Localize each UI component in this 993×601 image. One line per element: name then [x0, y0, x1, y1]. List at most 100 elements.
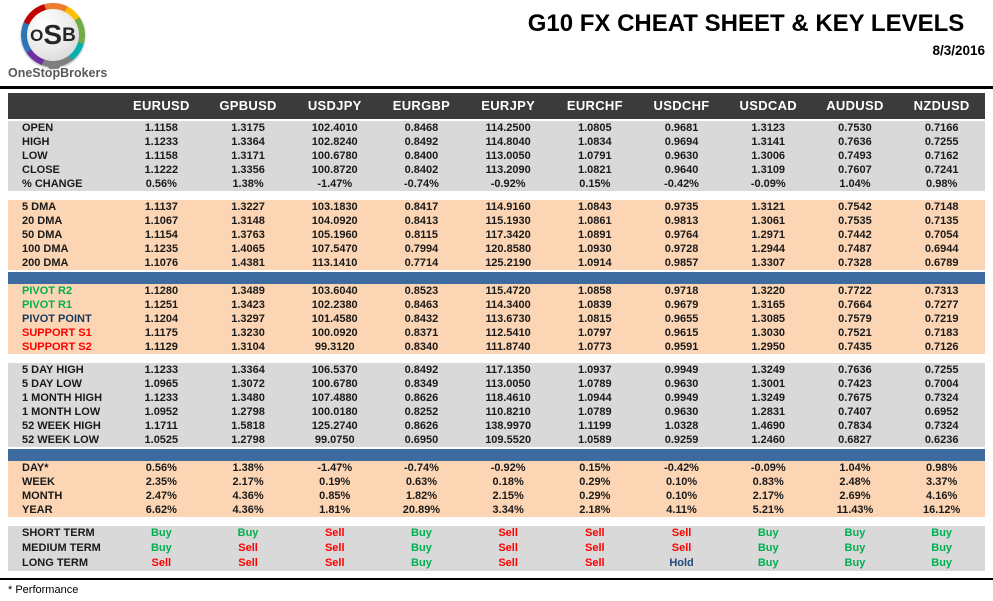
onestopbrokers-logo: O S B OneStopBrokers [8, 2, 158, 86]
value-cell: 0.7183 [924, 327, 959, 339]
value-cell: 1.1154 [144, 229, 178, 241]
value-cell: 1.1158 [144, 150, 178, 162]
value-cell: 0.6952 [924, 406, 959, 418]
value-cell: 2.47% [145, 490, 177, 502]
value-cell: 0.85% [319, 490, 351, 502]
value-cell: 0.8468 [404, 122, 439, 134]
value-cell: 0.7328 [838, 257, 872, 269]
value-cell: 1.0797 [578, 327, 612, 339]
table-row: 50 DMA 1.1154 1.3763 105.1960 0.8115 117.3420… [8, 228, 985, 242]
top-header: O S B OneStopBrokers G10 FX CHEAT SHEET … [0, 0, 993, 86]
section-signals: SHORT TERM Buy Buy Sell Buy Sell Sell Sell Buy Bu… [8, 526, 985, 571]
section-pivots: PIVOT R2 1.1280 1.3489 103.6040 0.8523 115.47… [8, 284, 985, 354]
value-cell: Buy [931, 527, 953, 539]
value-cell: Sell [585, 542, 605, 554]
fx-cheat-sheet-table: EURUSD GPBUSD USDJPY EURGBP EURJPY EURCHF USDC… [8, 93, 985, 571]
value-cell: 0.8463 [404, 299, 439, 311]
value-cell: 1.3249 [751, 364, 786, 376]
value-cell: 0.6827 [838, 434, 872, 446]
logo-letter: O [30, 25, 44, 45]
value-cell: 110.8210 [485, 406, 531, 418]
row-label: 50 DMA [22, 229, 63, 241]
column-header: NZDUSD [913, 98, 970, 113]
value-cell: 2.48% [839, 476, 871, 488]
value-cell: 1.3175 [231, 122, 265, 134]
table-row: 5 DAY LOW 1.0965 1.3072 100.6780 0.8349 113.0… [8, 377, 985, 391]
value-cell: Buy [757, 557, 779, 569]
value-cell: 1.0525 [144, 434, 179, 446]
value-cell: 1.3123 [751, 122, 786, 134]
value-cell: 1.2950 [751, 341, 786, 353]
table-row: % CHANGE 0.56% 1.38% -1.47% -0.74% -0.92% 0.15… [8, 177, 985, 191]
logo-ring-icon: O S B [21, 3, 85, 67]
value-cell: 0.7324 [924, 392, 959, 404]
value-cell: 0.7530 [838, 122, 872, 134]
value-cell: 1.0834 [578, 136, 612, 148]
value-cell: Hold [669, 557, 694, 569]
value-cell: 114.9160 [485, 201, 531, 213]
table-row: 1 MONTH HIGH 1.1233 1.3480 107.4880 0.8626 11… [8, 391, 985, 405]
value-cell: 0.7636 [838, 136, 872, 148]
value-cell: 0.7255 [924, 364, 959, 376]
row-label: SUPPORT S1 [22, 327, 92, 339]
value-cell: 0.7255 [924, 136, 959, 148]
table-row: SHORT TERM Buy Buy Sell Buy Sell Sell Sell Buy Bu… [8, 526, 985, 541]
value-cell: 0.9630 [664, 406, 699, 418]
value-cell: 109.5520 [485, 434, 532, 446]
value-cell: 1.0937 [578, 364, 612, 376]
value-cell: 0.6789 [924, 257, 959, 269]
value-cell: 0.9728 [664, 243, 699, 255]
row-label: OPEN [22, 122, 54, 134]
value-cell: 1.3249 [751, 392, 786, 404]
value-cell: 1.38% [232, 462, 264, 474]
value-cell: 0.9857 [664, 257, 699, 269]
value-cell: 1.5818 [231, 420, 265, 432]
value-cell: 1.3763 [231, 229, 265, 241]
value-cell: 1.3230 [231, 327, 265, 339]
value-cell: 0.98% [926, 462, 958, 474]
value-cell: 0.9718 [664, 285, 699, 297]
value-cell: 0.7636 [838, 364, 872, 376]
value-cell: Buy [844, 542, 866, 554]
value-cell: 0.8492 [404, 364, 439, 376]
value-cell: 0.7521 [838, 327, 872, 339]
row-label: % CHANGE [22, 178, 83, 190]
value-cell: 0.7579 [838, 313, 872, 325]
value-cell: 1.0843 [578, 201, 612, 213]
value-cell: 1.0952 [144, 406, 179, 418]
value-cell: 1.0944 [578, 392, 612, 404]
value-cell: 114.2500 [485, 122, 531, 134]
value-cell: 1.0891 [578, 229, 612, 241]
value-cell: Sell [324, 557, 345, 569]
value-cell: 0.7241 [924, 164, 959, 176]
value-cell: 1.1711 [144, 420, 178, 432]
value-cell: 0.8492 [404, 136, 439, 148]
value-cell: -0.92% [490, 178, 526, 190]
section-gap [8, 191, 985, 200]
value-cell: Buy [411, 557, 432, 569]
value-cell: 100.8720 [311, 164, 358, 176]
value-cell: Buy [931, 542, 953, 554]
value-cell: 0.7675 [838, 392, 872, 404]
value-cell: 0.7994 [404, 243, 439, 255]
footer-rule [0, 578, 993, 580]
row-label: 52 WEEK LOW [22, 434, 100, 446]
value-cell: 0.8413 [404, 215, 439, 227]
value-cell: 1.3364 [231, 364, 265, 376]
value-cell: 104.0920 [311, 215, 358, 227]
value-cell: 0.7219 [924, 313, 959, 325]
value-cell: 3.37% [926, 476, 958, 488]
value-cell: Buy [844, 557, 866, 569]
row-label: WEEK [22, 476, 55, 488]
row-label: 5 DAY LOW [22, 378, 82, 390]
value-cell: 1.0815 [578, 313, 612, 325]
value-cell: 1.3165 [751, 299, 786, 311]
value-cell: 0.56% [145, 462, 177, 474]
value-cell: 107.5470 [311, 243, 358, 255]
row-label: 1 MONTH HIGH [22, 392, 103, 404]
value-cell: Sell [585, 527, 605, 539]
value-cell: 0.7054 [924, 229, 959, 241]
value-cell: 0.8626 [404, 392, 439, 404]
table-row: PIVOT R2 1.1280 1.3489 103.6040 0.8523 115.47… [8, 284, 985, 298]
value-cell: 2.69% [839, 490, 871, 502]
